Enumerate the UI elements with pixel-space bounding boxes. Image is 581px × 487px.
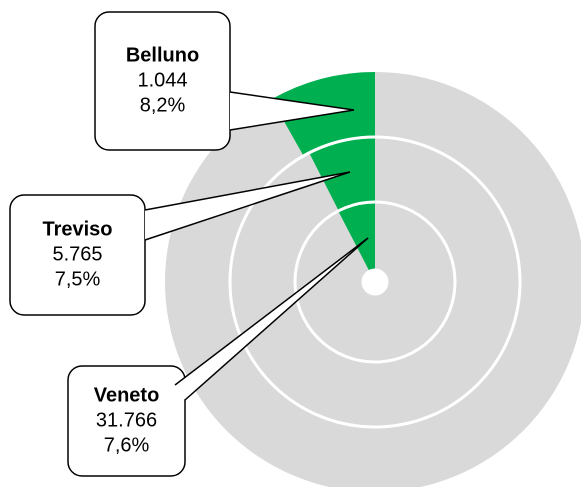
callout-name: Treviso: [42, 218, 112, 240]
callout-line: [184, 237, 369, 401]
center-hole: [363, 270, 387, 294]
callout-percentage: 7,6%: [104, 434, 150, 456]
callout-line: [174, 237, 369, 386]
callout-value: 31.766: [96, 409, 157, 431]
callout-value: 5.765: [52, 243, 102, 265]
callout-percentage: 7,5%: [55, 268, 101, 290]
callout-box: [9, 194, 146, 316]
callout-pointer: [230, 92, 354, 130]
callout-line: [144, 171, 351, 241]
callout-box: [94, 11, 231, 151]
callout-line: [229, 109, 355, 131]
callout-box: [67, 365, 186, 477]
ring-separator: [293, 200, 457, 364]
callout-percentage: 8,2%: [140, 94, 186, 116]
callout-line: [144, 171, 351, 211]
callout-pointer: [175, 238, 368, 400]
callout-name: Veneto: [94, 384, 160, 406]
ring-separator: [228, 135, 522, 429]
ring-segment: [338, 202, 375, 272]
callout-line: [229, 91, 355, 111]
callout-name: Belluno: [126, 44, 199, 66]
callout-value: 1.044: [137, 69, 187, 91]
